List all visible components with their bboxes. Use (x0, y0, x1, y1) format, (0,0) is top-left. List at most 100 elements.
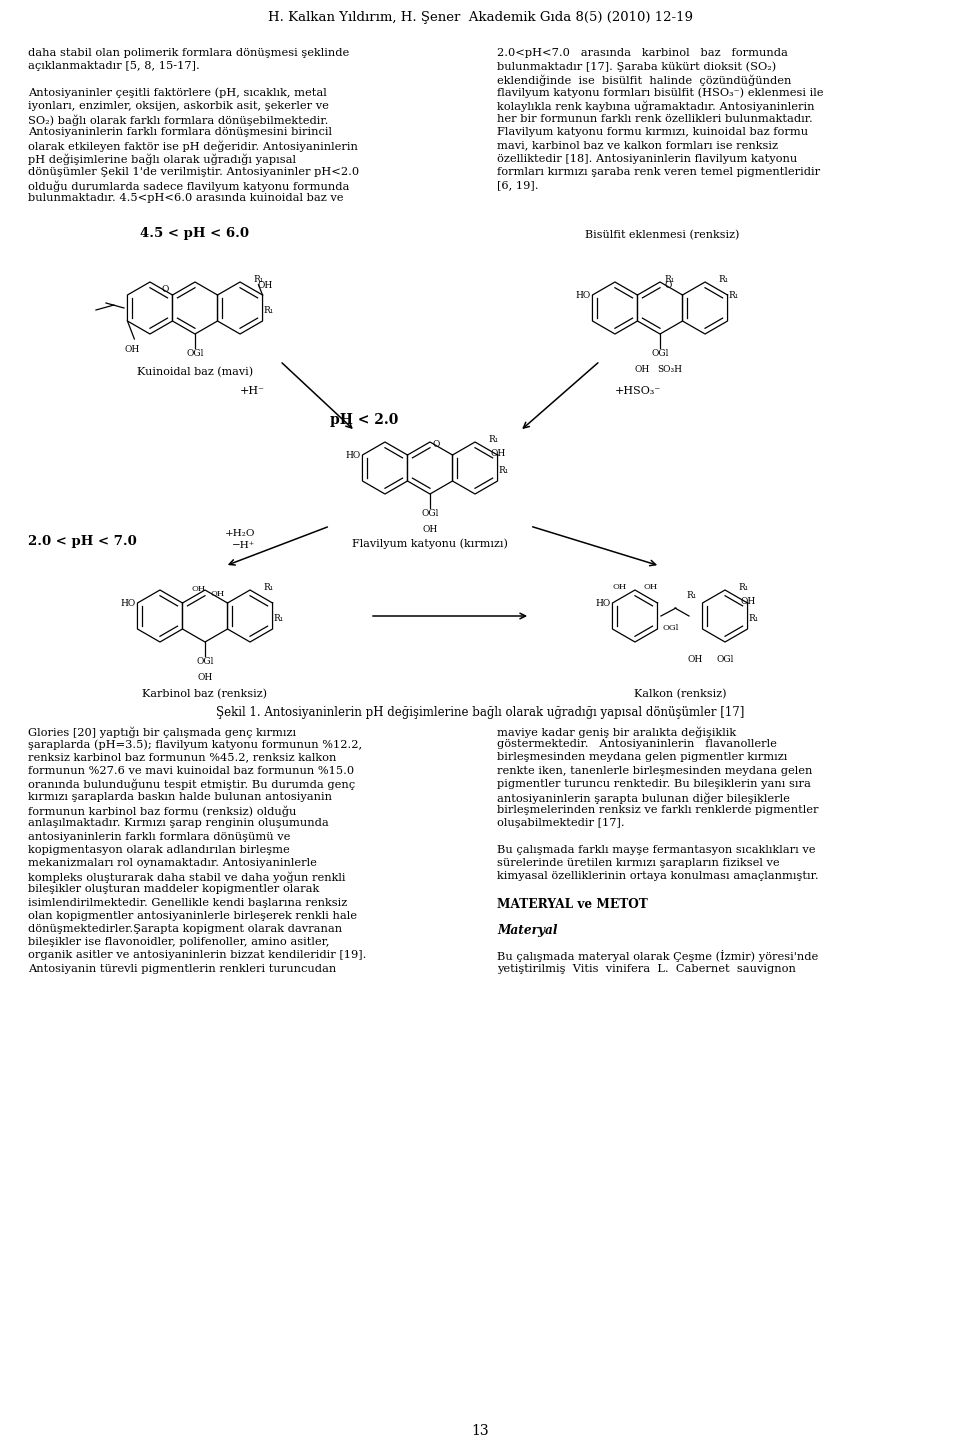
Text: [6, 19].: [6, 19]. (497, 181, 539, 189)
Text: HO: HO (345, 450, 360, 460)
Text: OH: OH (198, 674, 212, 683)
Text: Antosiyanin türevli pigmentlerin renkleri turuncudan: Antosiyanin türevli pigmentlerin renkler… (28, 964, 336, 974)
Text: R₁: R₁ (686, 591, 696, 600)
Text: oranında bulunduğunu tespit etmiştir. Bu durumda genç: oranında bulunduğunu tespit etmiştir. Bu… (28, 779, 355, 791)
Text: Kuinoidal baz (mavi): Kuinoidal baz (mavi) (137, 367, 253, 377)
Text: pigmentler turuncu renktedir. Bu bileşiklerin yanı sıra: pigmentler turuncu renktedir. Bu bileşik… (497, 779, 811, 789)
Text: olan kopigmentler antosiyaninlerle birleşerek renkli hale: olan kopigmentler antosiyaninlerle birle… (28, 911, 357, 920)
Text: R₁: R₁ (665, 275, 675, 284)
Text: Antosiyaninler çeşitli faktörlere (pH, sıcaklık, metal: Antosiyaninler çeşitli faktörlere (pH, s… (28, 87, 326, 98)
Text: R₁: R₁ (749, 614, 758, 623)
Text: R₁: R₁ (274, 614, 284, 623)
Text: 13: 13 (471, 1424, 489, 1439)
Text: bulunmaktadır. 4.5<pH<6.0 arasında kuinoidal baz ve: bulunmaktadır. 4.5<pH<6.0 arasında kuino… (28, 194, 344, 204)
Text: OH: OH (124, 345, 139, 354)
Text: maviye kadar geniş bir aralıkta değişiklik: maviye kadar geniş bir aralıkta değişikl… (497, 727, 736, 738)
Text: OGl: OGl (421, 510, 439, 518)
Text: formları kırmızı şaraba renk veren temel pigmentleridir: formları kırmızı şaraba renk veren temel… (497, 167, 820, 176)
Text: yetiştirilmiş  Vitis  vinifera  L.  Cabernet  sauvignon: yetiştirilmiş Vitis vinifera L. Cabernet… (497, 964, 796, 974)
Text: göstermektedir.   Antosiyaninlerin   flavanollerle: göstermektedir. Antosiyaninlerin flavano… (497, 740, 777, 750)
Text: OH: OH (741, 597, 756, 606)
Text: R₁: R₁ (718, 275, 729, 284)
Text: kolaylıkla renk kaybına uğramaktadır. Antosiyaninlerin: kolaylıkla renk kaybına uğramaktadır. An… (497, 100, 814, 112)
Text: olarak etkileyen faktör ise pH değeridir. Antosiyaninlerin: olarak etkileyen faktör ise pH değeridir… (28, 140, 358, 151)
Text: OH: OH (257, 281, 273, 290)
Text: bileşikler ise flavonoidler, polifenoller, amino asitler,: bileşikler ise flavonoidler, polifenolle… (28, 938, 329, 948)
Text: SO₂) bağlı olarak farklı formlara dönüşebilmektedir.: SO₂) bağlı olarak farklı formlara dönüşe… (28, 114, 328, 125)
Text: pH değişimlerine bağlı olarak uğradığı yapısal: pH değişimlerine bağlı olarak uğradığı y… (28, 153, 296, 165)
Text: R₁: R₁ (738, 582, 749, 593)
Text: +H₂O: +H₂O (225, 529, 255, 537)
Text: OH: OH (191, 585, 205, 593)
Text: mavi, karbinol baz ve kalkon formları ise renksiz: mavi, karbinol baz ve kalkon formları is… (497, 140, 778, 150)
Text: OGl: OGl (651, 349, 669, 358)
Text: O: O (664, 281, 671, 290)
Text: OH: OH (211, 590, 226, 598)
Text: OH: OH (687, 655, 703, 664)
Text: Glories [20] yaptığı bir çalışmada genç kırmızı: Glories [20] yaptığı bir çalışmada genç … (28, 727, 296, 738)
Text: bileşikler oluşturan maddeler kopigmentler olarak: bileşikler oluşturan maddeler kopigmentl… (28, 884, 320, 894)
Text: OGl: OGl (186, 349, 204, 358)
Text: kırmızı şaraplarda baskın halde bulunan antosiyanin: kırmızı şaraplarda baskın halde bulunan … (28, 792, 332, 802)
Text: pH < 2.0: pH < 2.0 (330, 414, 398, 427)
Text: MATERYAL ve METOT: MATERYAL ve METOT (497, 897, 648, 910)
Text: R₁: R₁ (263, 306, 274, 314)
Text: OH: OH (635, 365, 650, 374)
Text: dönüşmektedirler.Şarapta kopigment olarak davranan: dönüşmektedirler.Şarapta kopigment olara… (28, 925, 342, 933)
Text: anlaşılmaktadır. Kırmızı şarap renginin oluşumunda: anlaşılmaktadır. Kırmızı şarap renginin … (28, 818, 328, 828)
Text: Şekil 1. Antosiyaninlerin pH değişimlerine bağlı olarak uğradığı yapısal dönüşüm: Şekil 1. Antosiyaninlerin pH değişimleri… (216, 706, 744, 719)
Text: birleşmesinden meydana gelen pigmentler kırmızı: birleşmesinden meydana gelen pigmentler … (497, 753, 787, 763)
Text: OH: OH (612, 584, 627, 591)
Text: OH: OH (422, 526, 438, 534)
Text: Materyal: Materyal (497, 925, 558, 938)
Text: R₁: R₁ (263, 582, 274, 593)
Text: Flavilyum katyonu formu kırmızı, kuinoidal baz formu: Flavilyum katyonu formu kırmızı, kuinoid… (497, 127, 808, 137)
Text: iyonları, enzimler, oksijen, askorbik asit, şekerler ve: iyonları, enzimler, oksijen, askorbik as… (28, 100, 329, 111)
Text: antosiyaninlerin farklı formlara dönüşümü ve: antosiyaninlerin farklı formlara dönüşüm… (28, 831, 290, 842)
Text: 4.5 < pH < 6.0: 4.5 < pH < 6.0 (140, 227, 249, 240)
Text: her bir formunun farklı renk özellikleri bulunmaktadır.: her bir formunun farklı renk özellikleri… (497, 114, 813, 124)
Text: HO: HO (575, 291, 590, 300)
Text: −H⁺: −H⁺ (231, 542, 255, 550)
Text: OH: OH (491, 450, 506, 459)
Text: R₁: R₁ (498, 466, 509, 475)
Text: Flavilyum katyonu (kırmızı): Flavilyum katyonu (kırmızı) (352, 539, 508, 549)
Text: renkte iken, tanenlerle birleşmesinden meydana gelen: renkte iken, tanenlerle birleşmesinden m… (497, 766, 812, 776)
Text: bulunmaktadır [17]. Şaraba kükürt dioksit (SO₂): bulunmaktadır [17]. Şaraba kükürt dioksi… (497, 61, 777, 71)
Text: OGl: OGl (662, 625, 679, 632)
Text: HO: HO (120, 598, 135, 607)
Text: kimyasal özelliklerinin ortaya konulması amaçlanmıştır.: kimyasal özelliklerinin ortaya konulması… (497, 871, 819, 881)
Text: organik asitler ve antosiyaninlerin bizzat kendileridir [19].: organik asitler ve antosiyaninlerin bizz… (28, 951, 367, 961)
Text: HO: HO (595, 598, 611, 607)
Text: Karbinol baz (renksiz): Karbinol baz (renksiz) (142, 689, 268, 699)
Text: 2.0<pH<7.0   arasında   karbinol   baz   formunda: 2.0<pH<7.0 arasında karbinol baz formund… (497, 48, 788, 58)
Text: kopigmentasyon olarak adlandırılan birleşme: kopigmentasyon olarak adlandırılan birle… (28, 844, 290, 855)
Text: OGl: OGl (196, 658, 214, 667)
Text: formunun %27.6 ve mavi kuinoidal baz formunun %15.0: formunun %27.6 ve mavi kuinoidal baz for… (28, 766, 354, 776)
Text: oluşabilmektedir [17].: oluşabilmektedir [17]. (497, 818, 625, 828)
Text: Kalkon (renksiz): Kalkon (renksiz) (634, 689, 727, 699)
Text: OGl: OGl (716, 655, 733, 664)
Text: özelliktedir [18]. Antosiyaninlerin flavilyum katyonu: özelliktedir [18]. Antosiyaninlerin flav… (497, 153, 797, 163)
Text: formunun karbinol baz formu (renksiz) olduğu: formunun karbinol baz formu (renksiz) ol… (28, 805, 297, 817)
Text: R₁: R₁ (729, 291, 739, 300)
Text: mekanizmaları rol oynamaktadır. Antosiyaninlerle: mekanizmaları rol oynamaktadır. Antosiya… (28, 858, 317, 868)
Text: şaraplarda (pH=3.5); flavilyum katyonu formunun %12.2,: şaraplarda (pH=3.5); flavilyum katyonu f… (28, 740, 362, 750)
Text: O: O (162, 285, 169, 294)
Text: daha stabil olan polimerik formlara dönüşmesi şeklinde: daha stabil olan polimerik formlara dönü… (28, 48, 349, 58)
Text: +HSO₃⁻: +HSO₃⁻ (615, 386, 661, 396)
Text: Bu çalışmada materyal olarak Çeşme (İzmir) yöresi'nde: Bu çalışmada materyal olarak Çeşme (İzmi… (497, 951, 818, 962)
Text: sürelerinde üretilen kırmızı şarapların fiziksel ve: sürelerinde üretilen kırmızı şarapların … (497, 858, 780, 868)
Text: açıklanmaktadır [5, 8, 15-17].: açıklanmaktadır [5, 8, 15-17]. (28, 61, 200, 71)
Text: Antosiyaninlerin farklı formlara dönüşmesini birincil: Antosiyaninlerin farklı formlara dönüşme… (28, 127, 332, 137)
Text: kompleks oluşturarak daha stabil ve daha yoğun renkli: kompleks oluşturarak daha stabil ve daha… (28, 871, 346, 882)
Text: Bisülfit eklenmesi (renksiz): Bisülfit eklenmesi (renksiz) (585, 230, 739, 240)
Text: +H⁻: +H⁻ (240, 386, 265, 396)
Text: R₁: R₁ (253, 275, 263, 284)
Text: isimlendirilmektedir. Genellikle kendi başlarına renksiz: isimlendirilmektedir. Genellikle kendi b… (28, 897, 348, 907)
Text: Bu çalışmada farklı mayşe fermantasyon sıcaklıkları ve: Bu çalışmada farklı mayşe fermantasyon s… (497, 844, 815, 855)
Text: renksiz karbinol baz formunun %45.2, renksiz kalkon: renksiz karbinol baz formunun %45.2, ren… (28, 753, 336, 763)
Text: flavilyum katyonu formları bisülfit (HSO₃⁻) eklenmesi ile: flavilyum katyonu formları bisülfit (HSO… (497, 87, 824, 98)
Text: SO₃H: SO₃H (658, 365, 683, 374)
Text: O: O (433, 440, 441, 448)
